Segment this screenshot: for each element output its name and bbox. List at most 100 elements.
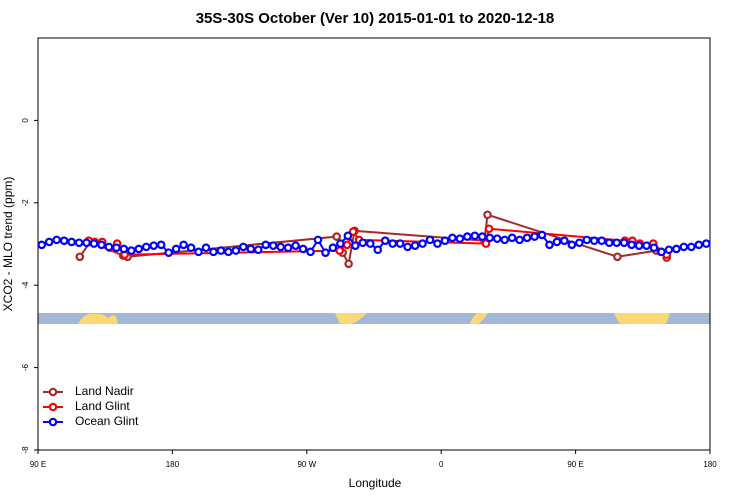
data-point — [694, 240, 704, 250]
data-point — [410, 241, 420, 250]
data-point — [224, 247, 233, 257]
data-point — [351, 241, 360, 250]
data-point — [344, 259, 353, 269]
data-point — [321, 248, 330, 257]
data-point — [604, 238, 614, 248]
y-tick-label: -2 — [21, 199, 30, 207]
y-axis-label: XCO2 - MLO trend (ppm) — [1, 177, 15, 312]
data-point — [253, 245, 263, 255]
data-point — [343, 231, 353, 241]
data-point — [201, 243, 211, 253]
data-point — [575, 238, 584, 248]
legend-label: Ocean Glint — [75, 414, 139, 428]
data-point — [515, 235, 524, 245]
data-point — [440, 236, 450, 246]
data-point — [164, 248, 173, 257]
data-point — [134, 244, 144, 254]
data-point — [530, 232, 539, 241]
data-point — [44, 237, 54, 247]
data-point — [582, 235, 592, 245]
x-tick-label: 90 W — [297, 460, 316, 469]
data-point — [481, 239, 491, 248]
chart-title: 35S-30S October (Ver 10) 2015-01-01 to 2… — [196, 10, 555, 27]
data-point — [560, 236, 569, 246]
land-sea-strip — [38, 313, 710, 324]
data-point — [485, 233, 495, 243]
data-point — [358, 238, 368, 248]
data-point — [75, 252, 85, 262]
data-point — [597, 236, 607, 246]
data-point — [664, 245, 674, 255]
data-point — [463, 232, 472, 241]
data-point — [613, 252, 622, 262]
legend-label: Land Glint — [75, 399, 130, 413]
data-point — [642, 241, 651, 250]
data-point — [425, 235, 435, 245]
x-tick-label: 0 — [439, 460, 444, 469]
data-point — [52, 235, 61, 245]
data-point — [552, 237, 562, 247]
legend-marker — [48, 387, 58, 397]
data-point — [149, 241, 159, 250]
data-point — [365, 239, 375, 248]
data-point — [484, 224, 494, 234]
data-point — [156, 240, 166, 250]
data-point — [276, 242, 285, 252]
data-point — [395, 239, 405, 248]
data-point — [246, 244, 256, 254]
data-point — [612, 238, 621, 248]
data-point — [313, 235, 323, 245]
data-point — [335, 246, 344, 255]
data-point — [470, 231, 480, 241]
data-point — [483, 210, 492, 220]
legend-marker — [48, 417, 58, 427]
data-point — [455, 234, 465, 243]
data-point — [216, 246, 226, 255]
data-point — [373, 245, 383, 255]
data-point — [283, 243, 293, 253]
data-point — [672, 244, 681, 254]
data-point — [348, 227, 358, 236]
data-point — [291, 241, 300, 250]
data-point — [74, 238, 84, 248]
data-point — [679, 242, 689, 252]
data-point — [261, 240, 271, 250]
data-point — [619, 238, 629, 248]
data-point — [627, 240, 636, 250]
data-point — [268, 241, 278, 250]
data-point — [545, 240, 554, 250]
data-point — [171, 244, 181, 254]
data-point — [336, 239, 345, 248]
data-point — [298, 244, 308, 254]
y-tick-label: 0 — [21, 118, 30, 123]
data-point — [306, 247, 315, 257]
data-point — [403, 242, 412, 252]
data-point — [119, 244, 129, 254]
data-point — [231, 246, 241, 255]
data-point — [141, 242, 151, 252]
data-point — [82, 238, 91, 248]
data-point — [89, 239, 99, 248]
data-point — [239, 242, 248, 252]
data-point — [186, 243, 196, 253]
data-point — [657, 247, 666, 257]
data-point — [342, 240, 352, 250]
x-tick-label: 180 — [166, 460, 180, 469]
data-point — [209, 247, 218, 257]
data-point — [37, 240, 47, 250]
data-point — [567, 240, 577, 250]
y-tick-label: -8 — [21, 446, 30, 454]
legend-marker — [48, 402, 58, 412]
data-point — [194, 247, 203, 257]
data-point — [448, 233, 457, 243]
data-point — [634, 241, 644, 250]
data-point — [97, 240, 106, 250]
y-tick-label: -6 — [21, 363, 30, 371]
data-point — [492, 234, 502, 243]
data-point — [477, 232, 487, 241]
legend-label: Land Nadir — [75, 384, 134, 398]
data-point — [179, 240, 188, 250]
data-point — [112, 243, 121, 253]
data-point — [328, 243, 338, 253]
y-tick-label: -4 — [21, 281, 30, 289]
